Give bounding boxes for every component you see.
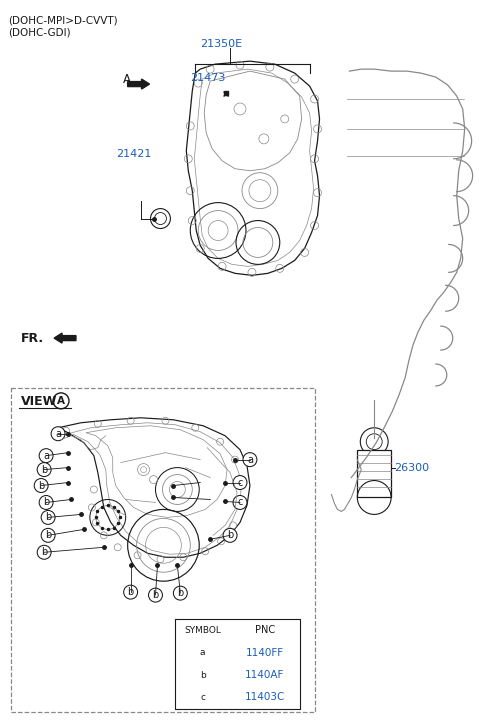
Circle shape	[37, 462, 51, 477]
Text: SYMBOL: SYMBOL	[184, 626, 221, 635]
Text: 11403C: 11403C	[245, 693, 285, 702]
Circle shape	[41, 510, 55, 524]
Text: c: c	[237, 497, 243, 507]
Circle shape	[39, 496, 53, 510]
Text: b: b	[227, 530, 233, 540]
Text: VIEW: VIEW	[21, 395, 57, 408]
Text: c: c	[200, 693, 205, 702]
Text: b: b	[152, 590, 159, 600]
Text: c: c	[237, 478, 243, 488]
Text: b: b	[45, 513, 51, 523]
Circle shape	[243, 453, 257, 467]
Text: 1140AF: 1140AF	[245, 670, 285, 680]
Text: b: b	[43, 497, 49, 507]
Bar	[175, 619, 300, 709]
Text: b: b	[45, 530, 51, 540]
Circle shape	[233, 496, 247, 510]
Circle shape	[148, 588, 162, 602]
Circle shape	[51, 427, 65, 441]
Circle shape	[223, 529, 237, 542]
Circle shape	[233, 475, 247, 489]
Text: b: b	[38, 481, 44, 491]
Circle shape	[124, 585, 137, 599]
Text: 26300: 26300	[394, 462, 429, 473]
FancyArrow shape	[127, 79, 149, 89]
Text: 21421: 21421	[116, 149, 151, 158]
Text: 1140FF: 1140FF	[246, 648, 284, 658]
Circle shape	[37, 545, 51, 559]
Text: a: a	[55, 429, 61, 438]
Text: b: b	[200, 670, 205, 680]
Text: 21350E: 21350E	[200, 39, 242, 49]
Text: (DOHC-GDI): (DOHC-GDI)	[8, 28, 71, 37]
Text: FR.: FR.	[21, 332, 45, 345]
FancyArrow shape	[54, 333, 76, 343]
Text: A: A	[57, 396, 65, 406]
Circle shape	[196, 646, 210, 659]
Circle shape	[39, 449, 53, 462]
Text: a: a	[43, 451, 49, 461]
Text: (DOHC-MPI>D-CVVT): (DOHC-MPI>D-CVVT)	[8, 15, 118, 25]
Text: 21473: 21473	[190, 73, 226, 83]
Circle shape	[173, 586, 187, 600]
Text: b: b	[127, 587, 134, 597]
Text: b: b	[41, 465, 47, 475]
Text: A: A	[123, 73, 131, 86]
Text: a: a	[200, 648, 205, 657]
Circle shape	[34, 478, 48, 492]
Circle shape	[41, 529, 55, 542]
Text: b: b	[41, 547, 47, 558]
Circle shape	[196, 691, 210, 704]
Bar	[11, 388, 315, 712]
Text: b: b	[177, 588, 183, 598]
Circle shape	[196, 668, 210, 682]
Bar	[357, 450, 391, 497]
Text: PNC: PNC	[255, 625, 275, 635]
Text: a: a	[247, 454, 253, 465]
